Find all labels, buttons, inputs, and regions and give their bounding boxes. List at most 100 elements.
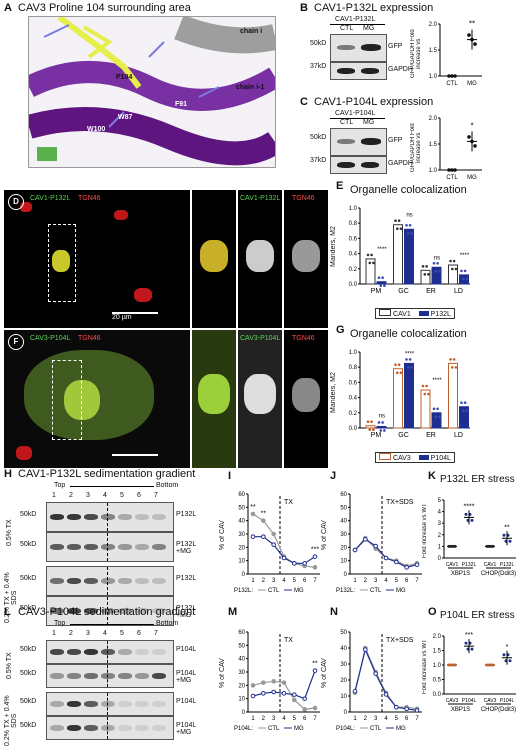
band <box>67 578 81 584</box>
chart-j-xtick-label: 2 <box>364 578 368 584</box>
band <box>50 608 64 614</box>
panel-m-letter: M <box>228 606 238 618</box>
chart-e-point <box>432 261 436 265</box>
chart-e-point <box>368 261 372 265</box>
chart-g-xlabel: PM <box>371 432 382 439</box>
chart-n-series-line <box>354 647 418 711</box>
band <box>50 725 64 731</box>
chart-e-bar <box>365 258 376 285</box>
chart-g-point <box>462 409 465 413</box>
chart-g-point <box>454 366 458 369</box>
chart-i-ytick-label: 10 <box>238 559 245 565</box>
blot-row-label: P104L +MG <box>176 670 196 684</box>
chart-g-ytick-label: 0.4 <box>349 396 358 402</box>
chart-j-point <box>352 547 358 553</box>
chart-j-series-line <box>354 537 418 567</box>
band <box>67 725 81 731</box>
chart-i-point <box>281 555 287 561</box>
chart-i-point <box>271 542 276 547</box>
chart-n-point <box>394 704 399 710</box>
chart-n-legend-ctl: CTL <box>370 726 382 732</box>
chart-k-ytick-label: 0 <box>438 556 442 562</box>
band <box>84 514 98 520</box>
chart-e-point <box>379 284 383 288</box>
fraction-number: 5 <box>120 492 124 499</box>
band <box>84 578 98 584</box>
chart-m-point <box>292 692 297 697</box>
chart-i-point <box>250 511 256 517</box>
chart-b-ytick-label: 1.0 <box>429 74 438 80</box>
chart-g-point <box>421 384 425 388</box>
chart-n-xtick-label: 1 <box>353 716 357 722</box>
chart-g-xlabel: ER <box>426 432 436 439</box>
chart-j-xtick-label: 4 <box>384 578 388 584</box>
chart-g-bar <box>420 389 431 429</box>
band <box>118 673 132 679</box>
panel-e-letter: E <box>336 180 344 192</box>
chart-g-bar <box>404 362 414 429</box>
chart-e-point <box>397 219 401 223</box>
chart-m-point <box>261 691 266 696</box>
chart-k-point <box>491 544 495 548</box>
chart-o-group-label: CAV3 <box>446 698 459 704</box>
chart-g-point <box>438 415 441 419</box>
chart-m-xtick-label: 1 <box>251 716 255 722</box>
band <box>118 701 132 707</box>
chart-c-xlabel: CTL <box>446 175 458 181</box>
chart-o-group-label: P104L <box>500 698 515 704</box>
chart-b-ytick-label: 1.5 <box>429 48 438 54</box>
band <box>50 578 64 584</box>
g-legend-cav3: CAV3 <box>392 455 411 462</box>
fraction-number: 6 <box>137 630 141 637</box>
chart-g-ytick-label: 0.2 <box>349 411 358 417</box>
blot-row-label: P132L +MG <box>176 541 196 555</box>
blot-row-label: P104L <box>176 698 197 705</box>
chart-k-gene-2: CHOP(Ddit3) <box>481 571 516 577</box>
chart-i-sig: ** <box>261 511 267 518</box>
chart-n-xprefix: P104L: <box>336 726 355 732</box>
band <box>101 673 115 679</box>
chart-b-xlabel: CTL <box>446 81 458 87</box>
chart-k-ytick-label: 4 <box>438 510 442 516</box>
band <box>135 673 149 679</box>
chart-m-ytick-label: 50 <box>238 643 245 649</box>
panel-b-letter: B <box>300 2 308 14</box>
chart-m-point <box>250 683 256 688</box>
chart-j: 0 10 20 30 40 50 60 1 2 3 4 5 6 7 TX+SDS P132L: CTL MG <box>336 492 422 594</box>
chart-m-ytick-label: 60 <box>238 630 245 636</box>
chart-o-point <box>464 641 468 645</box>
chart-j-ytick-label: 30 <box>340 532 347 538</box>
chart-e-sig: ns <box>434 255 440 261</box>
chart-b-xlabel: MG <box>467 81 477 87</box>
chart-c-xlabel: MG <box>467 175 477 181</box>
chart-e-point <box>377 276 381 280</box>
d-zoom-ch2: TGN46 <box>292 195 315 202</box>
gradient-blot-row <box>46 692 174 716</box>
chart-o-ytick-label: 0.0 <box>433 692 442 698</box>
d-micrograph-merge <box>4 190 190 328</box>
chart-n-ytick-label: 30 <box>340 662 347 668</box>
panel-n-letter: N <box>330 606 338 618</box>
chart-e-bar <box>393 224 403 285</box>
o-title: P104L ER stress <box>440 610 515 621</box>
panel-f-letter: F <box>8 334 24 350</box>
chart-e-ytick-label: 0.8 <box>349 221 358 227</box>
panel-b-title: CAV1-P132L expression <box>314 2 434 14</box>
gradient-blot-row <box>46 664 174 688</box>
band <box>101 578 115 584</box>
chart-e: 0.0 0.2 0.4 0.6 0.8 1.0 PM **** GC ns ER ns LD **** <box>349 206 470 295</box>
gradient-blot-row <box>46 502 174 532</box>
chart-o-gene-1: XBP1S <box>451 707 470 713</box>
chart-k-sig: ** <box>504 524 510 531</box>
band <box>135 649 149 655</box>
b-lane-ctl: CTL <box>340 25 354 32</box>
chart-i-ytick-label: 20 <box>238 545 245 551</box>
chart-e-point <box>405 223 408 227</box>
fraction-number: 4 <box>103 630 107 637</box>
chart-g-xlabel: GC <box>398 432 409 439</box>
band <box>118 514 132 520</box>
chart-c: 1.0 1.5 2.0 CTL MG * <box>429 116 482 181</box>
chart-m-point <box>271 679 276 684</box>
